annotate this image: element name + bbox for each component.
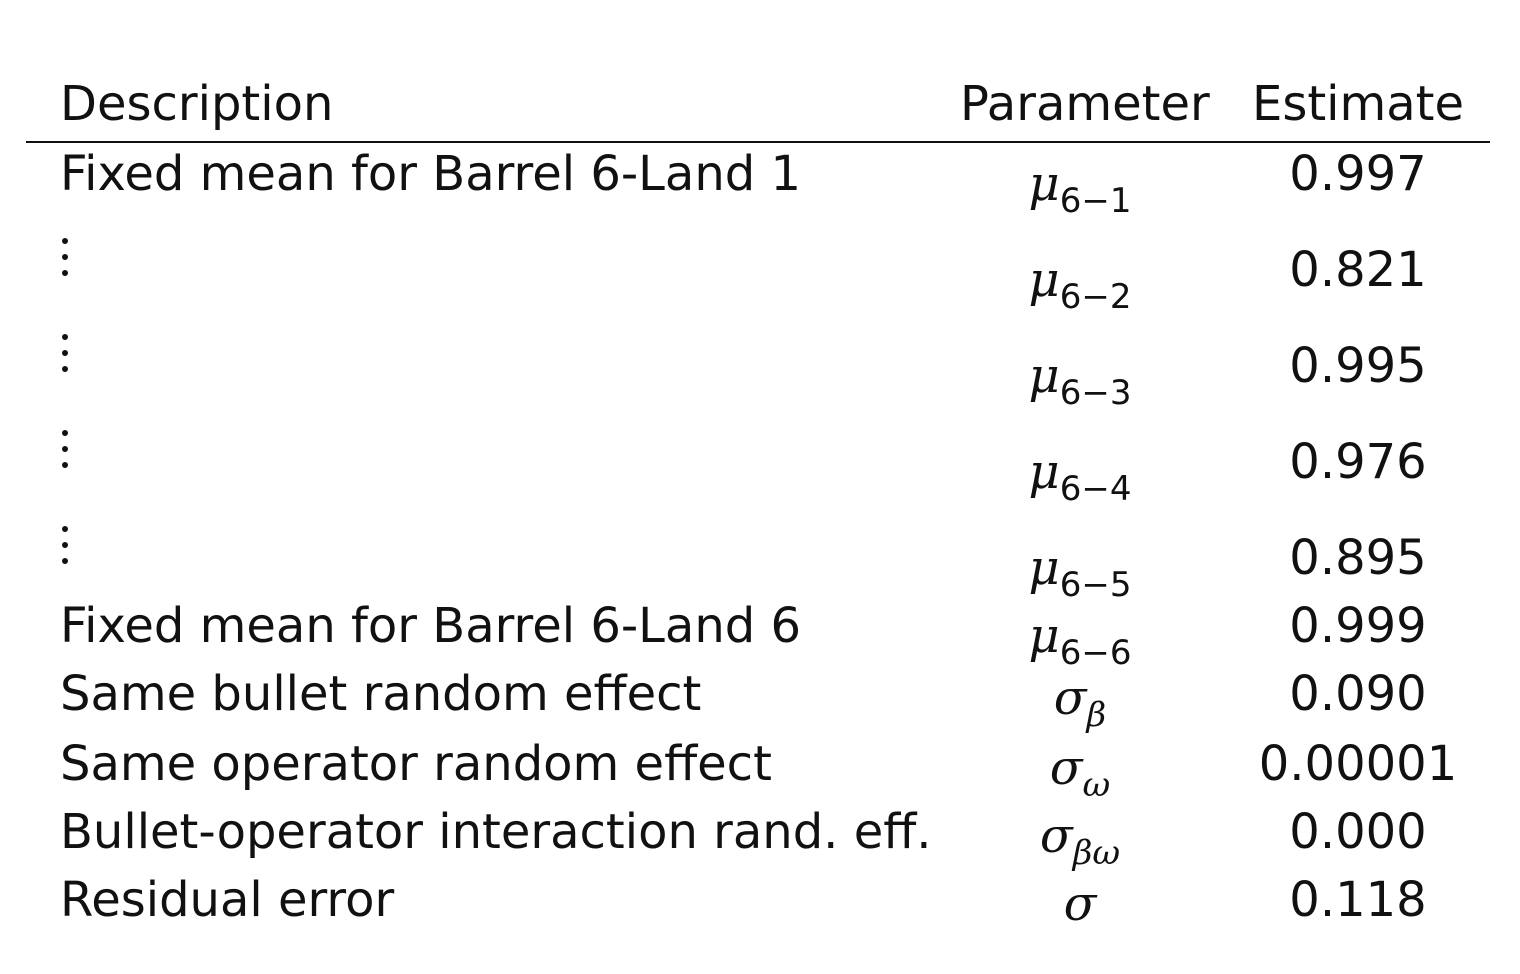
row-description: Residual error: [60, 872, 395, 928]
row-parameter: μ6−1: [1028, 156, 1132, 221]
row-description: Same bullet random effect: [60, 666, 702, 722]
row-estimate: 0.997: [1289, 146, 1427, 202]
row-estimate: 0.895: [1289, 530, 1427, 586]
ellipsis-dot: [62, 446, 68, 452]
row-description: Same operator random effect: [60, 736, 772, 792]
row-parameter: μ6−2: [1028, 252, 1132, 317]
header-rule: [26, 141, 1490, 143]
row-parameter: σβ: [1053, 670, 1107, 735]
row-description: Bullet-operator interaction rand. eff.: [60, 804, 932, 860]
ellipsis-dot: [62, 270, 68, 276]
header-estimate: Estimate: [1251, 76, 1464, 132]
row-estimate: 0.821: [1289, 242, 1427, 298]
row-estimate: 0.000: [1289, 804, 1427, 860]
row-parameter: σ: [1063, 876, 1097, 932]
ellipsis-dot: [62, 254, 68, 260]
row-description: Fixed mean for Barrel 6-Land 1: [60, 146, 802, 202]
ellipsis-dot: [62, 462, 68, 468]
row-parameter: μ6−5: [1028, 540, 1132, 605]
row-parameter: σω: [1049, 740, 1111, 805]
row-parameter: μ6−4: [1028, 444, 1132, 509]
row-parameter: μ6−6: [1028, 608, 1132, 673]
row-estimate: 0.090: [1289, 666, 1427, 722]
ellipsis-dot: [62, 526, 68, 532]
row-estimate: 0.118: [1289, 872, 1427, 928]
ellipsis-dot: [62, 558, 68, 564]
header-parameter: Parameter: [960, 76, 1210, 132]
ellipsis-dot: [62, 542, 68, 548]
row-estimate: 0.00001: [1258, 736, 1458, 792]
header-description: Description: [60, 76, 334, 132]
row-estimate: 0.999: [1289, 598, 1427, 654]
row-parameter: μ6−3: [1028, 348, 1132, 413]
ellipsis-dot: [62, 430, 68, 436]
ellipsis-dot: [62, 350, 68, 356]
ellipsis-dot: [62, 334, 68, 340]
row-description: Fixed mean for Barrel 6-Land 6: [60, 598, 802, 654]
ellipsis-dot: [62, 238, 68, 244]
row-parameter: σβω: [1039, 808, 1121, 873]
row-estimate: 0.995: [1289, 338, 1427, 394]
row-estimate: 0.976: [1289, 434, 1427, 490]
ellipsis-dot: [62, 366, 68, 372]
